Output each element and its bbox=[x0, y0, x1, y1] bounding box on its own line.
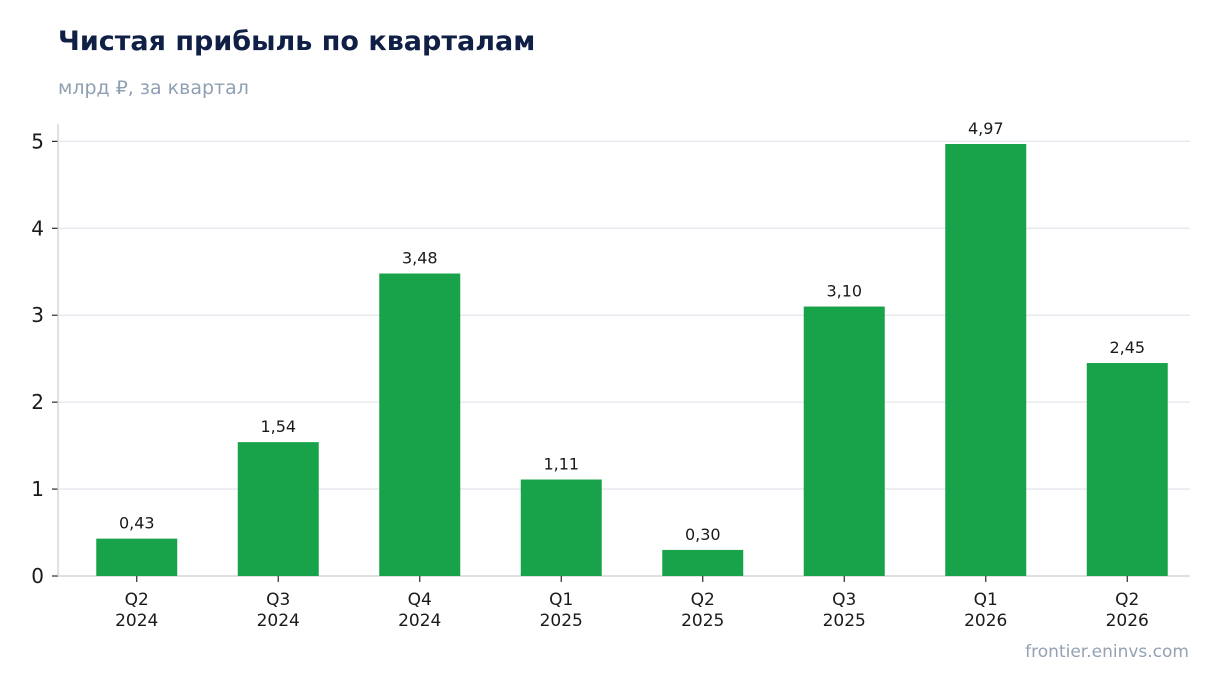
x-tick-label-year: 2024 bbox=[257, 611, 300, 631]
x-tick-labels: Q22024Q32024Q42024Q12025Q22025Q32025Q120… bbox=[115, 590, 1149, 631]
x-tick-label-year: 2026 bbox=[1106, 611, 1149, 631]
x-tick-label-year: 2025 bbox=[540, 611, 583, 631]
bar bbox=[379, 273, 461, 576]
data-label: 4,97 bbox=[968, 119, 1004, 138]
data-labels: 0,43 1,54 3,48 1,11 0,30 3,10 4,97 2,45 bbox=[119, 119, 1145, 544]
y-tick-label: 5 bbox=[31, 129, 44, 153]
x-tick-label-quarter: Q3 bbox=[832, 590, 856, 610]
data-label: 0,30 bbox=[685, 525, 721, 544]
x-tick-label-year: 2025 bbox=[823, 611, 866, 631]
bar bbox=[96, 538, 178, 576]
data-label: 3,48 bbox=[402, 249, 438, 268]
y-tick-label: 3 bbox=[31, 303, 44, 327]
data-label: 1,54 bbox=[260, 417, 296, 436]
bar bbox=[803, 306, 885, 576]
y-tick-labels: 0 1 2 3 4 5 bbox=[31, 129, 44, 588]
x-tick-label-quarter: Q1 bbox=[974, 590, 998, 610]
bar bbox=[520, 479, 602, 576]
data-label: 0,43 bbox=[119, 514, 155, 533]
data-label: 3,10 bbox=[826, 282, 862, 301]
bar bbox=[237, 442, 319, 576]
x-tick-label-year: 2025 bbox=[681, 611, 724, 631]
y-tick-label: 2 bbox=[31, 390, 44, 414]
x-tick-label-quarter: Q4 bbox=[408, 590, 432, 610]
x-tick-label-quarter: Q2 bbox=[125, 590, 149, 610]
source-credit: frontier.eninvs.com bbox=[1025, 642, 1189, 662]
chart-subtitle: млрд ₽, за квартал bbox=[58, 77, 249, 99]
x-tick-label-quarter: Q2 bbox=[1115, 590, 1139, 610]
x-tick-label-year: 2026 bbox=[964, 611, 1007, 631]
y-tick-label: 4 bbox=[31, 216, 44, 240]
y-tick-label: 1 bbox=[31, 477, 44, 501]
x-tick-label-quarter: Q1 bbox=[549, 590, 573, 610]
bar bbox=[945, 143, 1027, 576]
data-label: 1,11 bbox=[543, 455, 579, 474]
bar bbox=[1086, 363, 1168, 576]
data-label: 2,45 bbox=[1109, 338, 1145, 357]
bars bbox=[96, 143, 1168, 576]
x-tick-label-year: 2024 bbox=[115, 611, 158, 631]
y-tick-label: 0 bbox=[31, 564, 44, 588]
x-tick-label-year: 2024 bbox=[398, 611, 441, 631]
chart-title: Чистая прибыль по кварталам bbox=[58, 26, 536, 57]
bar bbox=[662, 549, 744, 576]
x-tick-label-quarter: Q3 bbox=[266, 590, 290, 610]
x-tick-label-quarter: Q2 bbox=[691, 590, 715, 610]
